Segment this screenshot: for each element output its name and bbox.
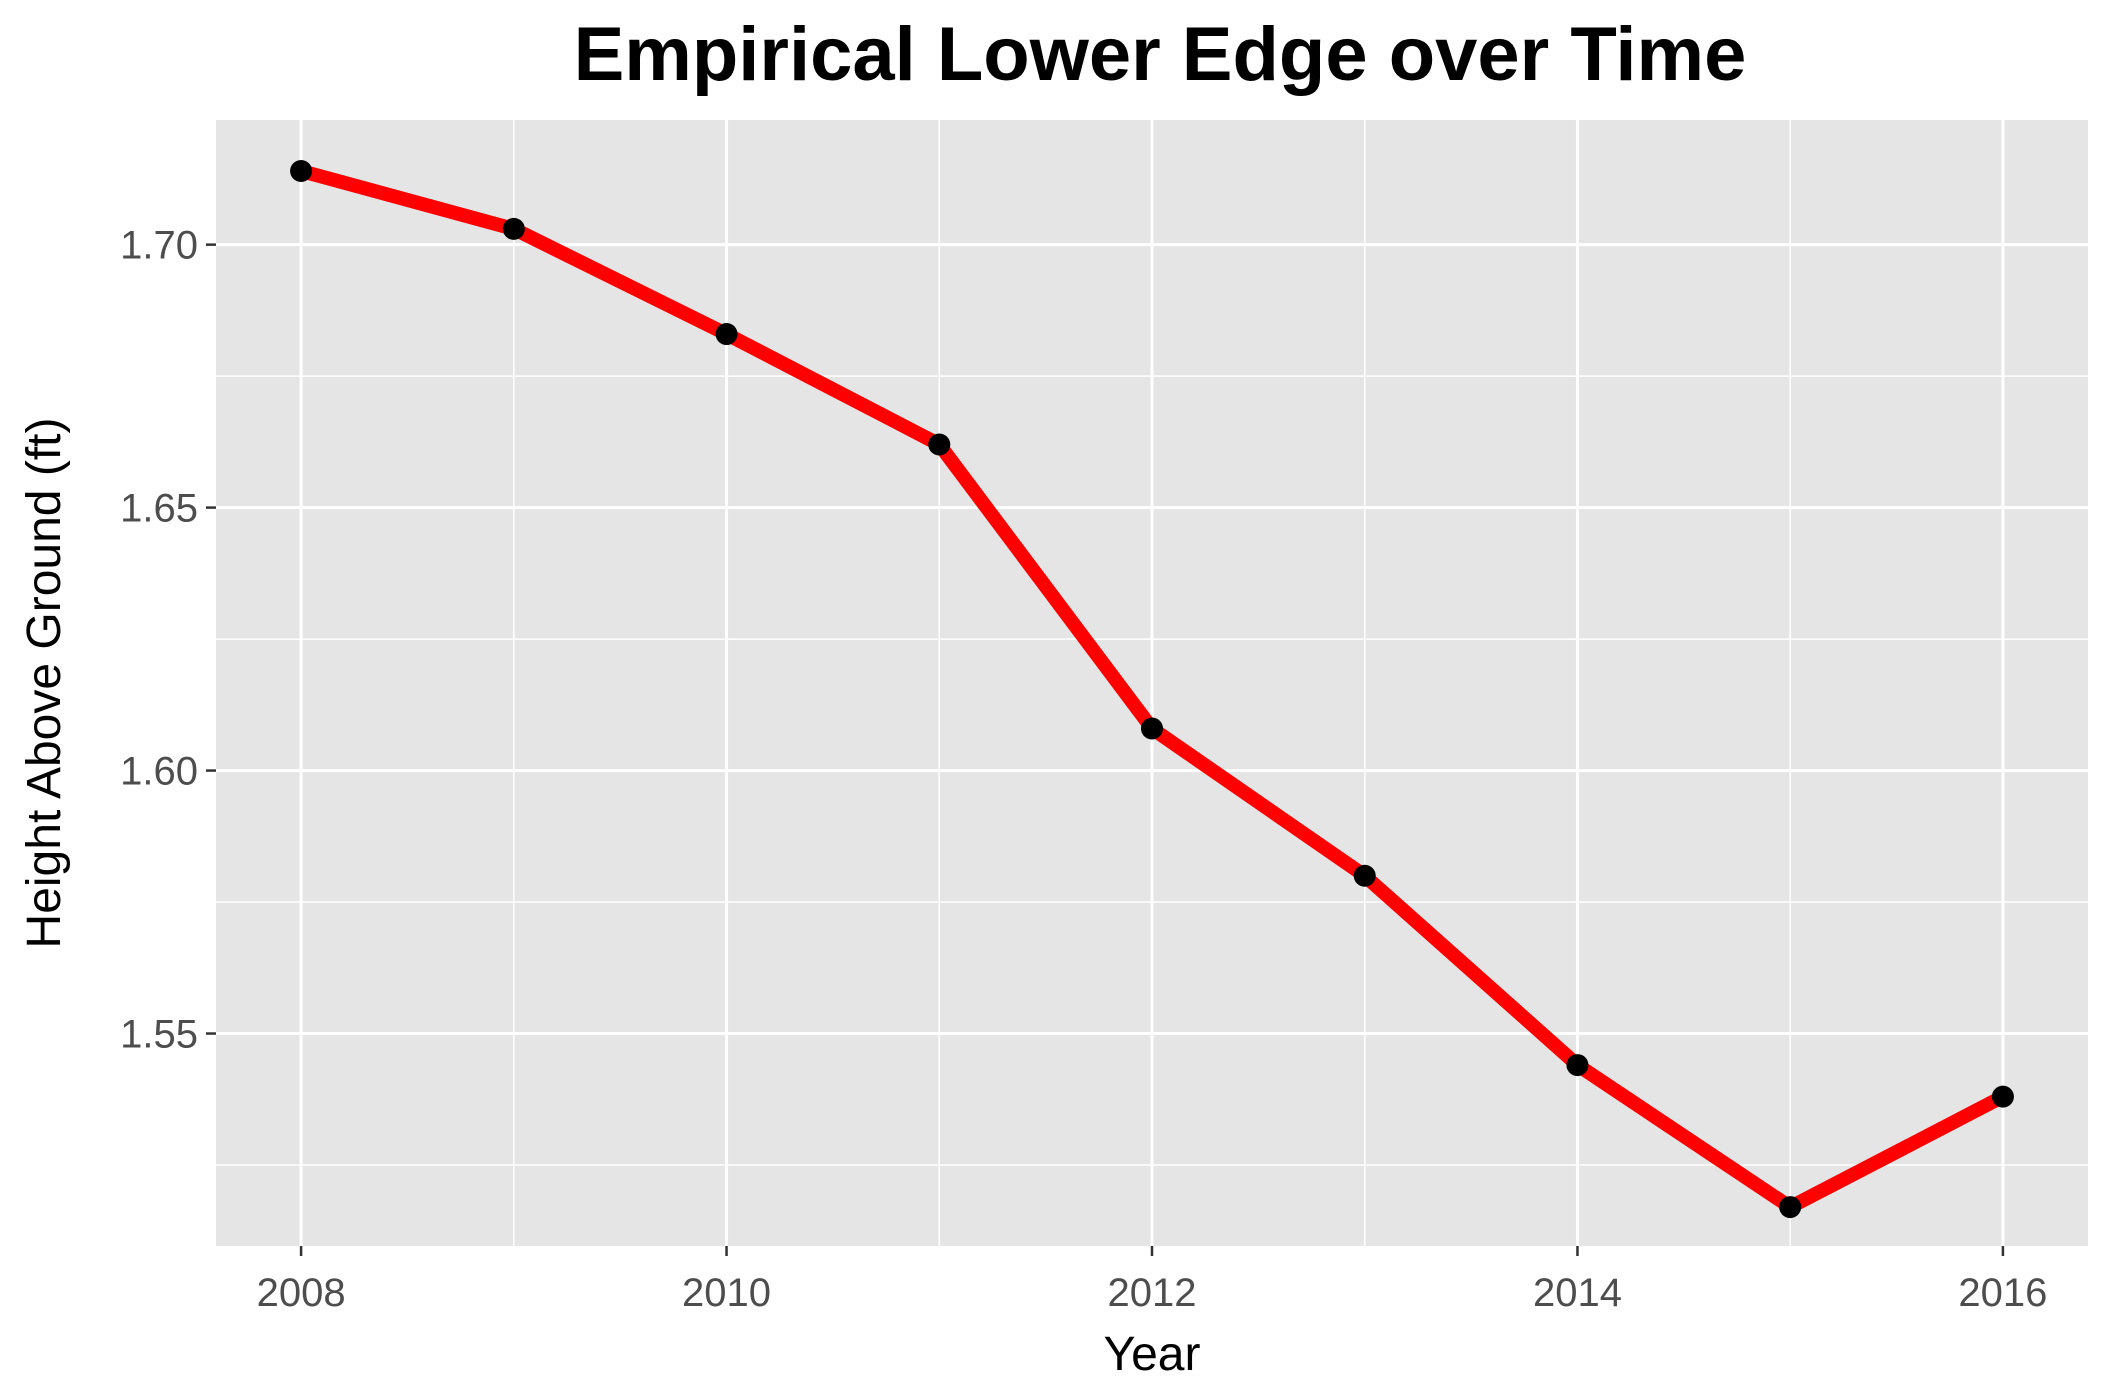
major-gridlines	[216, 120, 2088, 1246]
data-point	[502, 217, 525, 240]
data-point	[1991, 1085, 2014, 1108]
x-axis: 2008 2010 2012 2014 2016	[257, 1246, 2047, 1315]
data-point	[715, 323, 738, 346]
x-tick-label: 2008	[257, 1271, 346, 1315]
data-point	[290, 160, 313, 183]
y-axis: 1.55 1.60 1.65 1.70	[120, 224, 216, 1057]
x-tick-label: 2014	[1533, 1271, 1622, 1315]
y-tick-label: 1.65	[120, 487, 198, 531]
y-axis-title: Height Above Ground (ft)	[18, 418, 71, 949]
x-tick-label: 2012	[1108, 1271, 1197, 1315]
data-point	[1353, 864, 1376, 887]
data-point	[1566, 1054, 1589, 1077]
x-tick-label: 2016	[1958, 1271, 2047, 1315]
y-tick-label: 1.55	[120, 1013, 198, 1057]
x-axis-title: Year	[1104, 1328, 1201, 1381]
data-point	[1779, 1196, 1802, 1219]
data-points	[290, 160, 2014, 1219]
data-point	[928, 433, 951, 456]
y-tick-label: 1.70	[120, 224, 198, 268]
chart-title: Empirical Lower Edge over Time	[574, 12, 1747, 97]
data-point	[1141, 717, 1163, 740]
y-tick-label: 1.60	[120, 750, 198, 794]
x-tick-label: 2010	[682, 1271, 771, 1315]
